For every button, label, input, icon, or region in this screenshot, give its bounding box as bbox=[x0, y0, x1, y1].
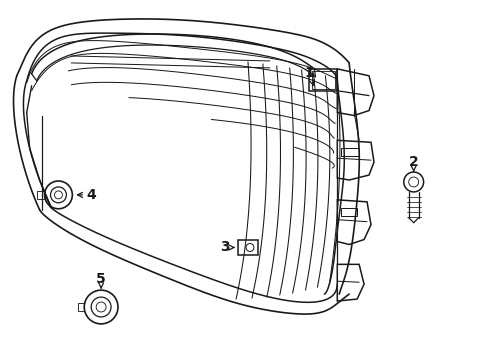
Text: 2: 2 bbox=[409, 155, 418, 169]
Text: 4: 4 bbox=[86, 188, 96, 202]
Text: 1: 1 bbox=[305, 66, 315, 80]
Text: 5: 5 bbox=[96, 272, 106, 286]
Text: 3: 3 bbox=[220, 240, 230, 255]
